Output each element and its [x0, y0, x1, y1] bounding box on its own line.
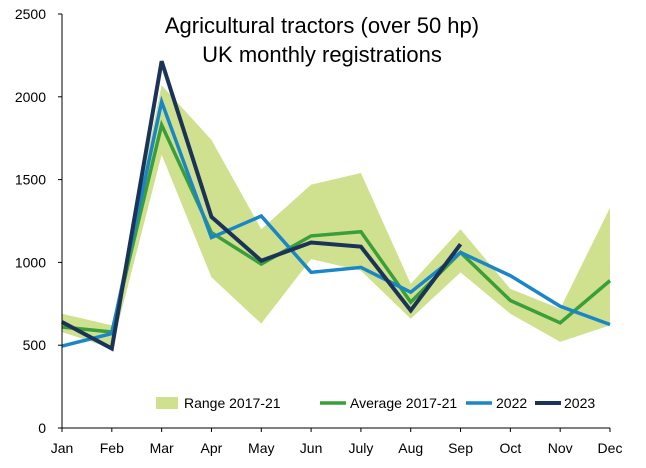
axes-layer: 0 500 1000 1500 2000 2500 Jan Feb Mar Apr May Jun Ju…: [15, 6, 623, 456]
legend-swatch-range: [156, 397, 178, 409]
x-tick-label: Nov: [548, 440, 573, 456]
series-line-2022: [61, 95, 611, 348]
legend-label-range: Range 2017-21: [184, 395, 281, 411]
x-tick-label: Aug: [398, 440, 423, 456]
series-line-average-2017-21: [61, 119, 612, 334]
x-tick-label: July: [348, 440, 373, 456]
legend-label-2022: 2022: [496, 395, 527, 411]
y-tick-label: 2500: [15, 6, 46, 22]
range-band: [62, 85, 610, 349]
y-tick-label: 1500: [15, 172, 46, 188]
series-line-2023: [61, 60, 463, 352]
y-tick-label: 0: [38, 420, 46, 436]
x-tick-label: Jan: [51, 440, 74, 456]
x-tick-label: Jun: [300, 440, 323, 456]
legend-item-2022: 2022: [466, 395, 527, 411]
legend-item-range: Range 2017-21: [156, 395, 281, 411]
chart-subtitle: UK monthly registrations: [202, 42, 442, 67]
legend-label-average-2017-21: Average 2017-21: [350, 395, 457, 411]
x-tick-label: Dec: [598, 440, 623, 456]
legend-item-average-2017-21: Average 2017-21: [320, 395, 457, 411]
y-tick-label: 2000: [15, 89, 46, 105]
legend: Range 2017-21 Average 2017-21 2022 2023: [156, 395, 595, 411]
x-tick-label: Oct: [499, 440, 521, 456]
x-tick-label: Apr: [201, 440, 223, 456]
range-layer: [62, 85, 610, 349]
legend-item-2023: 2023: [535, 395, 595, 411]
x-tick-label: Sep: [448, 440, 473, 456]
chart-title: Agricultural tractors (over 50 hp): [165, 13, 479, 38]
x-tick-label: Feb: [100, 440, 124, 456]
x-tick-label: May: [248, 440, 274, 456]
x-tick-label: Mar: [150, 440, 174, 456]
y-tick-label: 500: [23, 337, 47, 353]
legend-label-2023: 2023: [564, 395, 595, 411]
series-layer: [61, 60, 612, 352]
y-tick-label: 1000: [15, 254, 46, 270]
